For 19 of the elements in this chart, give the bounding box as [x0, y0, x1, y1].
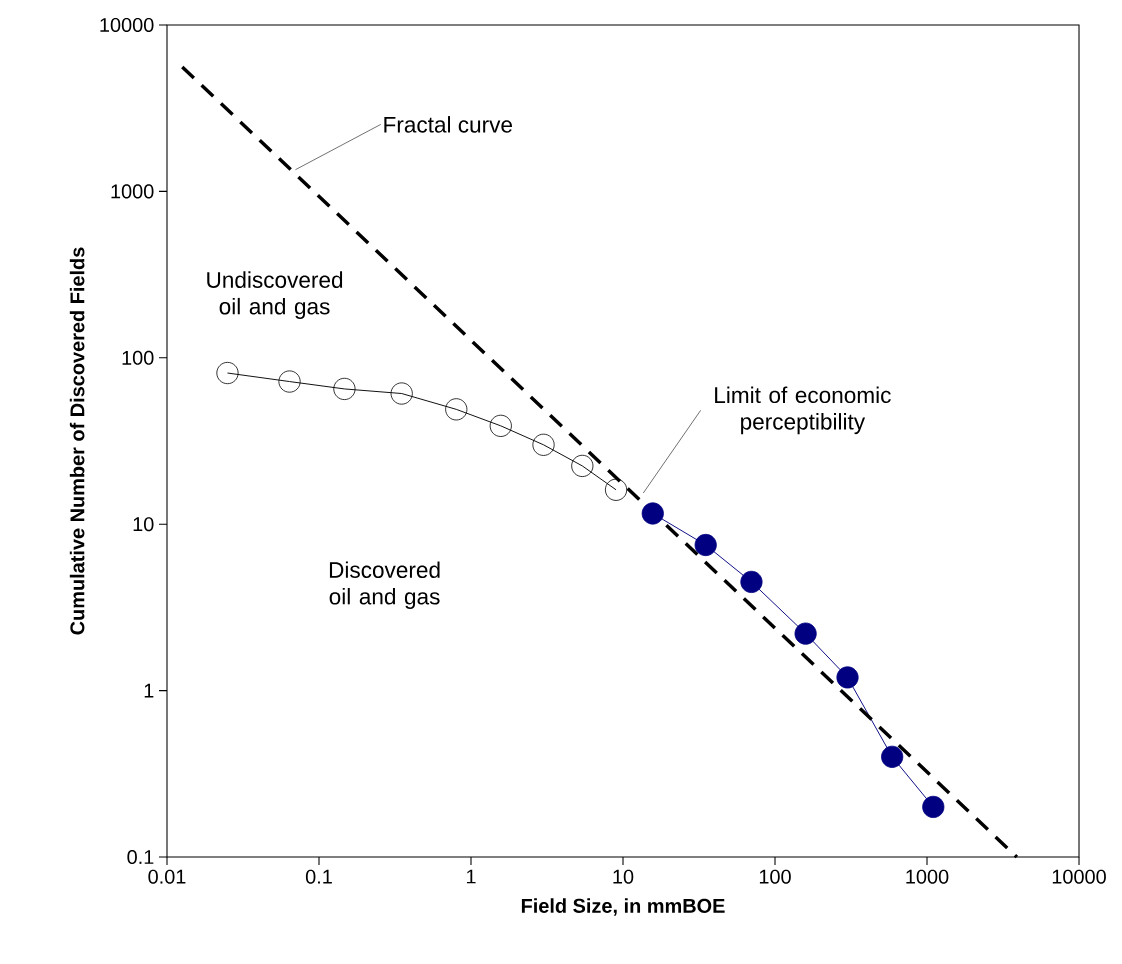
y-tick-label: 0.1	[127, 849, 154, 865]
x-tick-label: 10	[613, 869, 634, 884]
x-tick-label: 1	[466, 869, 476, 884]
y-tick-label: 10	[133, 517, 154, 532]
annotation: Limit of economic perceptibility	[715, 386, 891, 435]
x-tick-label: 10000	[1052, 869, 1106, 884]
annotation: Undiscovered oil and gas	[207, 271, 343, 319]
x-tick-label: 100	[759, 869, 791, 884]
annotation: Discovered oil and gas	[329, 561, 440, 609]
y-tick-label: 10000	[100, 17, 154, 33]
annotation: Fractal curve	[384, 116, 512, 133]
y-tick-label: 100	[122, 350, 154, 365]
x-tick-label: 0.1	[305, 869, 332, 884]
y-axis-title: Cumulative Number of Discovered Fields	[69, 247, 85, 635]
y-tick-label: 1000	[111, 184, 154, 199]
y-tick-label: 1	[144, 683, 154, 698]
x-tick-label: 1000	[906, 869, 949, 884]
x-axis-title: Field Size, in mmBOE	[521, 898, 725, 916]
x-tick-label: 0.01	[148, 869, 186, 884]
